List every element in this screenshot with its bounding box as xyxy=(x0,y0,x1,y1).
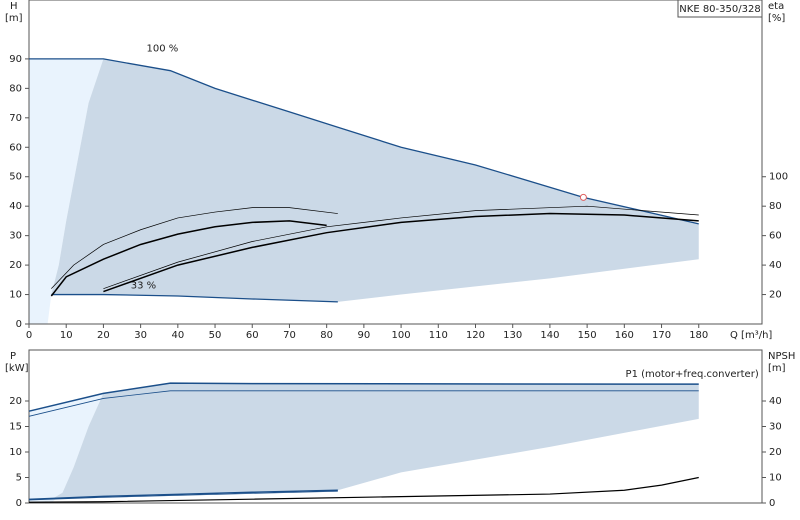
y2-tick-label: 40 xyxy=(769,260,782,271)
y-tick-label: 10 xyxy=(9,290,22,301)
curve xyxy=(28,489,338,501)
curve xyxy=(28,490,338,501)
plot-frame xyxy=(28,0,763,325)
title-box xyxy=(677,0,763,18)
y2-axis-unit: [m] xyxy=(768,363,786,374)
y-tick-label: 0 xyxy=(16,498,22,509)
x-tick-label: 150 xyxy=(578,330,597,341)
y-axis-unit: [m] xyxy=(5,13,23,24)
x-axis-label: Q [m³/h] xyxy=(730,330,772,341)
y-tick-label: 90 xyxy=(9,54,22,65)
x-tick-label: 120 xyxy=(466,330,485,341)
x-tick-label: 0 xyxy=(26,330,32,341)
curve xyxy=(28,476,699,503)
operating-region xyxy=(29,393,104,503)
x-tick-label: 110 xyxy=(429,330,448,341)
y-tick-label: 30 xyxy=(9,231,22,242)
curve xyxy=(51,293,338,303)
y2-tick-label: 80 xyxy=(769,201,782,212)
curve-label: P1 (motor+freq.converter) xyxy=(626,369,759,380)
y-tick-label: 15 xyxy=(9,422,22,433)
operating-region xyxy=(51,383,699,500)
y-axis-label: H xyxy=(10,1,18,12)
y-tick-label: 60 xyxy=(9,142,22,153)
y-tick-label: 20 xyxy=(9,396,22,407)
y-tick-label: 20 xyxy=(9,260,22,271)
y-tick-label: 0 xyxy=(16,319,22,330)
curve-label: 100 % xyxy=(147,44,179,55)
curve xyxy=(50,220,327,297)
curve xyxy=(28,382,699,412)
x-tick-label: 90 xyxy=(358,330,371,341)
x-tick-label: 170 xyxy=(652,330,671,341)
x-tick-label: 70 xyxy=(283,330,296,341)
x-tick-label: 100 xyxy=(392,330,411,341)
y2-tick-label: 10 xyxy=(769,473,782,484)
x-tick-label: 130 xyxy=(503,330,522,341)
operating-region xyxy=(29,58,104,325)
y2-tick-label: 40 xyxy=(769,396,782,407)
y-tick-label: 40 xyxy=(9,201,22,212)
chart-title: NKE 80-350/328 xyxy=(679,4,760,15)
x-tick-label: 20 xyxy=(97,330,110,341)
y2-tick-label: 60 xyxy=(769,231,782,242)
y-tick-label: 50 xyxy=(9,172,22,183)
curve xyxy=(29,58,699,225)
operating-point xyxy=(579,193,587,201)
y-tick-label: 10 xyxy=(9,447,22,458)
x-tick-label: 180 xyxy=(689,330,708,341)
y2-tick-label: 20 xyxy=(769,290,782,301)
y2-axis-unit: [%] xyxy=(768,13,785,24)
operating-region xyxy=(51,58,699,302)
y-axis-label: P xyxy=(10,351,16,362)
y-tick-label: 70 xyxy=(9,113,22,124)
y-tick-label: 80 xyxy=(9,83,22,94)
y-tick-label: 5 xyxy=(16,473,22,484)
y2-tick-label: 30 xyxy=(769,422,782,433)
curve xyxy=(103,205,699,289)
y2-tick-label: 100 xyxy=(769,172,788,183)
y2-tick-label: 0 xyxy=(769,498,775,509)
curve xyxy=(103,212,699,293)
y-axis-unit: [kW] xyxy=(5,363,29,374)
x-tick-label: 140 xyxy=(540,330,559,341)
x-tick-label: 50 xyxy=(209,330,222,341)
curve xyxy=(51,207,338,289)
x-tick-label: 10 xyxy=(60,330,73,341)
x-tick-label: 80 xyxy=(320,330,333,341)
curve xyxy=(28,390,699,417)
curve-label: 33 % xyxy=(131,281,156,292)
x-tick-label: 60 xyxy=(246,330,259,341)
x-tick-label: 160 xyxy=(615,330,634,341)
y2-axis-label: eta xyxy=(768,1,784,12)
x-tick-label: 30 xyxy=(134,330,147,341)
x-tick-label: 40 xyxy=(171,330,184,341)
y2-tick-label: 20 xyxy=(769,447,782,458)
y2-axis-label: NPSH xyxy=(768,351,795,362)
